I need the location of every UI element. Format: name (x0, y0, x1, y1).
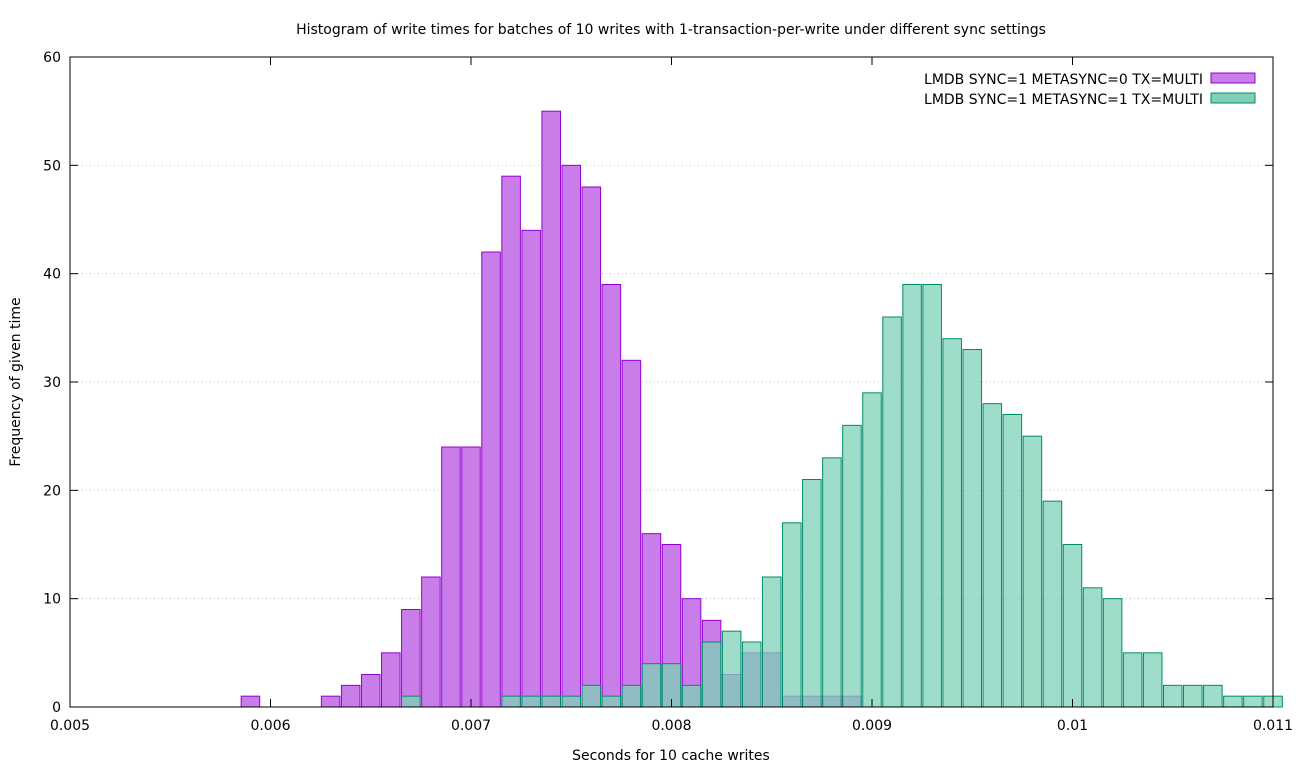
bar-series-2-1 (501, 695, 521, 708)
y-tick-label: 60 (43, 50, 61, 66)
bar-series-1-2 (340, 684, 361, 708)
y-tick-label: 0 (52, 700, 61, 716)
bar-series-2-12 (721, 630, 742, 708)
bar-series-2-14 (761, 576, 782, 708)
y-tick-label: 20 (43, 483, 61, 499)
bar-series-1-3 (360, 674, 381, 708)
bar-series-2-34 (1162, 684, 1183, 708)
x-tick-label: 0.009 (852, 718, 892, 734)
bar-series-2-27 (1022, 435, 1043, 708)
tick-labels-layer: 0.005 0.006 0.007 0.008 0.009 0.01 0.011 0 10 20 3… (43, 50, 1293, 734)
x-tick-label: 0.01 (1057, 718, 1088, 734)
x-tick-label: 0.006 (250, 718, 290, 734)
bar-series-2-29 (1062, 544, 1083, 708)
y-axis-title: Frequency of given time (8, 297, 24, 466)
bar-series-1-14 (581, 186, 602, 708)
bar-series-2-7 (621, 684, 642, 708)
legend-swatch-series-2 (1210, 92, 1256, 104)
legend-swatch-series-1 (1210, 72, 1256, 84)
bar-series-2-35 (1183, 684, 1203, 708)
bar-series-2-25 (982, 403, 1003, 708)
bar-series-1-9 (481, 251, 501, 708)
bar-series-2-4 (561, 695, 582, 708)
bar-series-2-37 (1223, 695, 1243, 708)
bar-series-2-18 (842, 424, 862, 708)
bar-series-2-32 (1122, 652, 1143, 708)
x-tick-label: 0.011 (1253, 718, 1293, 734)
bar-series-2-6 (601, 695, 622, 708)
bar-series-1-10 (501, 175, 521, 708)
bar-series-2-33 (1142, 652, 1163, 708)
bar-series-1-13 (561, 164, 582, 708)
bars-layer (240, 110, 1283, 708)
bar-series-2-21 (902, 284, 922, 708)
bar-series-2-36 (1203, 684, 1223, 708)
y-tick-label: 10 (43, 592, 61, 608)
bar-series-2-8 (641, 663, 662, 708)
bar-series-2-3 (541, 695, 561, 708)
bar-series-2-15 (782, 522, 802, 708)
bar-series-2-26 (1002, 414, 1023, 708)
bar-series-2-38 (1243, 695, 1263, 708)
y-tick-label: 40 (43, 267, 61, 283)
bar-series-2-31 (1102, 598, 1123, 708)
bar-series-2-24 (962, 349, 983, 708)
bar-series-2-0 (401, 695, 421, 708)
x-tick-label: 0.005 (50, 718, 90, 734)
legend-label-series-2: LMDB SYNC=1 METASYNC=1 TX=MULTI (924, 92, 1203, 108)
bar-series-2-13 (741, 641, 762, 708)
bar-series-2-28 (1042, 500, 1063, 708)
bar-series-1-0 (240, 695, 261, 708)
bar-series-2-2 (521, 695, 541, 708)
legend: LMDB SYNC=1 METASYNC=0 TX=MULTI LMDB SYN… (924, 72, 1256, 108)
bar-series-1-15 (601, 284, 622, 708)
x-axis-title: Seconds for 10 cache writes (572, 748, 770, 764)
bar-series-2-30 (1082, 587, 1103, 708)
chart-title: Histogram of write times for batches of … (296, 22, 1046, 38)
y-tick-label: 30 (43, 375, 61, 391)
grid-layer (70, 164, 1273, 600)
bar-series-1-4 (381, 652, 401, 708)
bar-series-2-10 (681, 684, 702, 708)
legend-label-series-1: LMDB SYNC=1 METASYNC=0 TX=MULTI (924, 72, 1203, 88)
bar-series-1-5 (401, 609, 421, 708)
bar-series-1-8 (461, 446, 481, 708)
x-tick-label: 0.008 (651, 718, 691, 734)
bar-series-2-19 (862, 392, 882, 708)
x-tick-label: 0.007 (451, 718, 491, 734)
y-tick-label: 50 (43, 158, 61, 174)
bar-series-1-16 (621, 359, 642, 708)
bar-series-2-22 (922, 284, 942, 708)
ticks-layer (69, 56, 1274, 708)
bar-series-2-5 (581, 684, 602, 708)
bar-series-2-16 (802, 479, 822, 708)
bar-series-1-7 (441, 446, 461, 708)
bar-series-2-20 (882, 316, 902, 708)
bar-series-1-12 (541, 110, 561, 708)
bar-series-1-6 (421, 576, 441, 708)
bar-series-2-23 (942, 338, 962, 708)
bar-series-2-17 (822, 457, 842, 708)
bar-series-2-11 (701, 641, 722, 708)
bar-series-1-11 (521, 229, 541, 708)
bar-series-1-1 (320, 695, 341, 708)
